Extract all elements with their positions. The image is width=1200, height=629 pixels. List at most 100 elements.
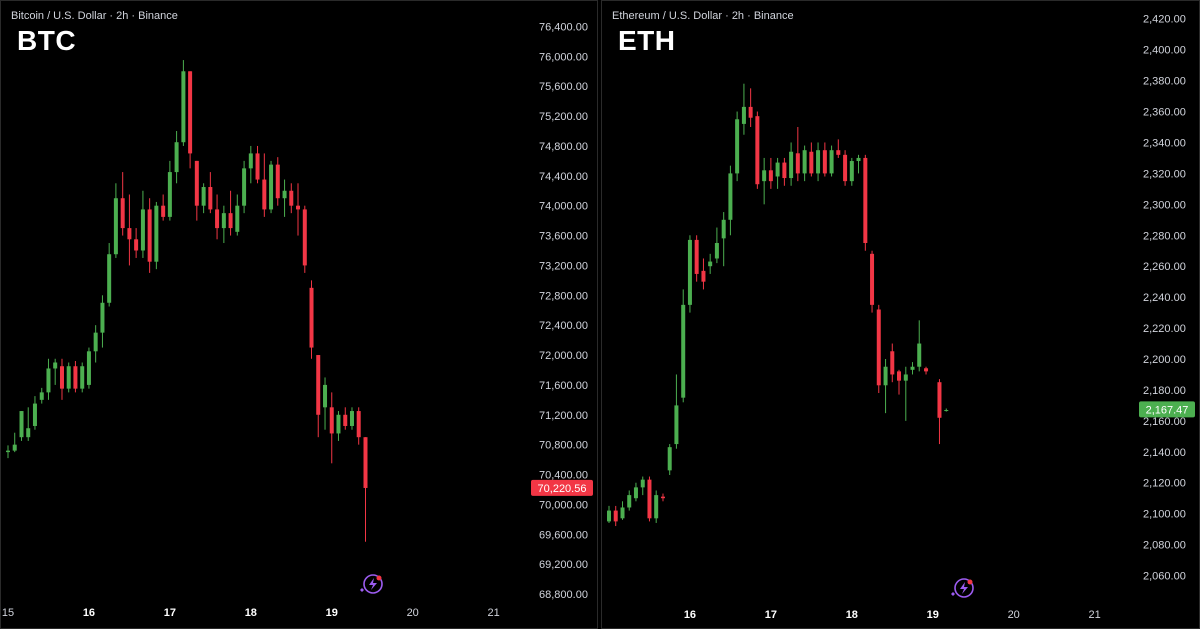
candle[interactable]: [667, 444, 672, 475]
candle[interactable]: [100, 295, 105, 348]
candle[interactable]: [762, 157, 767, 205]
candle[interactable]: [755, 111, 760, 189]
candle[interactable]: [363, 437, 368, 542]
candle[interactable]: [113, 183, 118, 258]
candle[interactable]: [735, 111, 740, 182]
candle[interactable]: [167, 160, 172, 221]
candle[interactable]: [46, 358, 51, 400]
candle[interactable]: [336, 411, 341, 441]
candle[interactable]: [73, 361, 78, 393]
candle[interactable]: [215, 194, 220, 240]
candle[interactable]: [775, 157, 780, 189]
candle[interactable]: [248, 145, 253, 184]
candle[interactable]: [748, 88, 753, 127]
candle[interactable]: [194, 160, 199, 221]
candle[interactable]: [789, 142, 794, 186]
candle[interactable]: [282, 179, 287, 217]
candle[interactable]: [896, 369, 901, 395]
candle[interactable]: [39, 387, 44, 404]
candle[interactable]: [627, 490, 632, 511]
candle[interactable]: [53, 358, 58, 385]
candle[interactable]: [134, 228, 139, 258]
candle[interactable]: [349, 407, 354, 430]
candle[interactable]: [870, 250, 875, 313]
candle[interactable]: [188, 71, 193, 169]
candle[interactable]: [654, 490, 659, 523]
eth-candlestick-chart[interactable]: 2,420.00 2,400.00 2,380.00 2,360.00 2,340.00…: [602, 1, 1199, 628]
candle[interactable]: [903, 366, 908, 421]
candle[interactable]: [681, 289, 686, 403]
candle[interactable]: [607, 505, 611, 523]
candle[interactable]: [802, 145, 807, 182]
candle[interactable]: [262, 153, 267, 217]
candle[interactable]: [856, 154, 861, 174]
candle[interactable]: [93, 325, 98, 363]
candle[interactable]: [201, 183, 206, 214]
candle[interactable]: [242, 160, 247, 214]
candle[interactable]: [768, 157, 773, 189]
candle[interactable]: [221, 205, 226, 244]
candle[interactable]: [59, 358, 64, 400]
candle[interactable]: [876, 304, 881, 394]
candle[interactable]: [741, 83, 746, 135]
candle[interactable]: [782, 157, 787, 186]
btc-chart-panel[interactable]: Bitcoin / U.S. Dollar · 2h · Binance BTC…: [0, 0, 598, 629]
candle[interactable]: [640, 476, 645, 496]
candle[interactable]: [66, 362, 71, 393]
candle[interactable]: [316, 355, 321, 438]
candle[interactable]: [633, 482, 638, 502]
candle[interactable]: [107, 243, 112, 307]
candle[interactable]: [836, 139, 841, 158]
candle[interactable]: [161, 194, 166, 221]
candle[interactable]: [140, 190, 145, 258]
candle[interactable]: [295, 183, 300, 236]
candle[interactable]: [80, 362, 85, 393]
candle[interactable]: [694, 235, 699, 282]
candle[interactable]: [154, 201, 159, 270]
candle[interactable]: [255, 145, 260, 184]
candle[interactable]: [714, 227, 719, 264]
candle[interactable]: [809, 142, 814, 177]
lightning-badge-icon[interactable]: [951, 578, 974, 598]
candle[interactable]: [302, 205, 307, 273]
btc-candlestick-chart[interactable]: 76,400.00 76,000.00 75,600.00 75,200.00 74,8…: [1, 1, 597, 628]
candle[interactable]: [356, 407, 361, 445]
candle[interactable]: [917, 320, 922, 372]
candle[interactable]: [32, 396, 37, 430]
candle[interactable]: [120, 172, 125, 236]
candle[interactable]: [127, 194, 132, 266]
candle[interactable]: [795, 127, 800, 182]
candle[interactable]: [309, 280, 314, 359]
candle[interactable]: [728, 165, 733, 236]
candle[interactable]: [329, 392, 334, 464]
candle[interactable]: [174, 131, 179, 184]
candle[interactable]: [863, 154, 868, 251]
candle[interactable]: [228, 190, 233, 236]
candle[interactable]: [822, 142, 827, 177]
candle[interactable]: [323, 377, 328, 430]
candle[interactable]: [890, 343, 895, 383]
candle[interactable]: [26, 407, 31, 441]
candle[interactable]: [343, 407, 348, 430]
candle[interactable]: [660, 493, 665, 502]
candle[interactable]: [620, 501, 625, 520]
candle[interactable]: [674, 374, 679, 449]
candle[interactable]: [147, 198, 152, 273]
candle[interactable]: [235, 194, 240, 236]
candle[interactable]: [181, 60, 186, 146]
candle[interactable]: [647, 476, 652, 522]
candle[interactable]: [944, 408, 949, 412]
candle[interactable]: [910, 362, 915, 375]
candle[interactable]: [708, 253, 713, 274]
candle[interactable]: [289, 183, 294, 214]
candle[interactable]: [883, 359, 888, 414]
candle[interactable]: [687, 235, 692, 313]
eth-chart-panel[interactable]: Ethereum / U.S. Dollar · 2h · Binance ET…: [601, 0, 1200, 629]
candle[interactable]: [269, 160, 274, 214]
lightning-badge-icon[interactable]: [360, 574, 383, 594]
candle[interactable]: [849, 157, 854, 186]
candle[interactable]: [721, 212, 726, 267]
candle[interactable]: [701, 258, 706, 290]
candle[interactable]: [843, 150, 848, 186]
candle[interactable]: [12, 432, 17, 453]
